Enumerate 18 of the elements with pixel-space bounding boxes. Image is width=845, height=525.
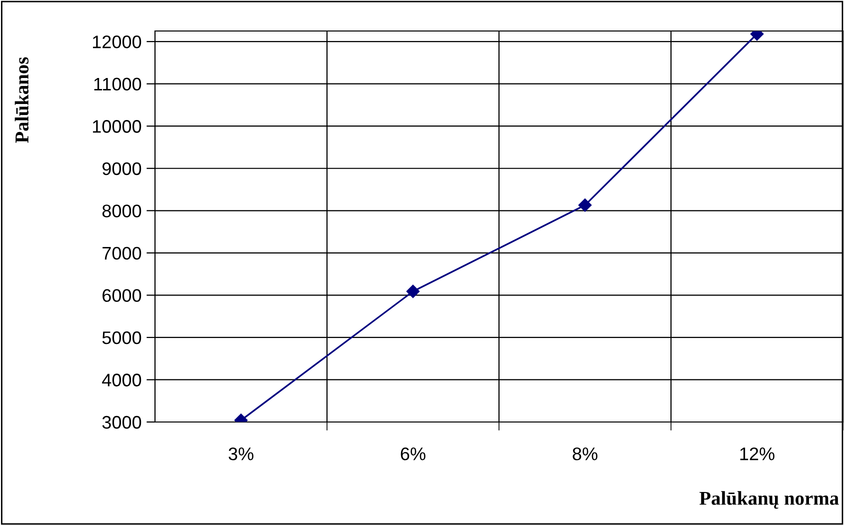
y-tick-label: 11000 <box>94 78 142 91</box>
y-tick-label: 8000 <box>102 204 142 218</box>
y-tick-label: 5000 <box>102 331 142 344</box>
y-axis-title: Palūkanos <box>14 57 29 143</box>
y-tick-label: 12000 <box>92 36 142 48</box>
x-tick-label: 3% <box>228 447 254 460</box>
x-axis-title: Palūkanų norma <box>699 491 839 509</box>
y-tick-label: 3000 <box>102 416 142 429</box>
point <box>578 198 592 212</box>
x-tick-label: 8% <box>572 447 598 460</box>
x-tick-label: 6% <box>400 447 426 460</box>
y-tick-label: 6000 <box>102 289 142 302</box>
point <box>406 284 420 298</box>
y-tick-label: 4000 <box>102 374 142 386</box>
y-tick-label: 7000 <box>102 246 142 260</box>
y-tick-label: 9000 <box>102 162 142 176</box>
x-tick-label: 12% <box>740 447 774 460</box>
y-tick-label: 10000 <box>92 120 142 133</box>
